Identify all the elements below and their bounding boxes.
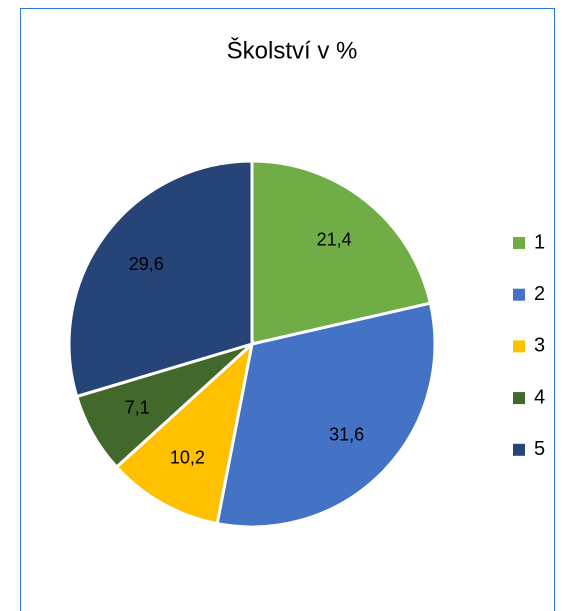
data-label: 7,1 <box>125 398 150 418</box>
data-label: 21,4 <box>317 230 352 250</box>
data-label: 29,6 <box>129 254 164 274</box>
legend-swatch <box>513 237 525 249</box>
pie-slice <box>67 159 254 399</box>
data-label: 10,2 <box>170 448 205 468</box>
legend-label: 2 <box>534 283 545 305</box>
legend-label: 1 <box>534 231 545 253</box>
legend-label: 3 <box>534 335 545 357</box>
legend-swatch <box>513 443 525 456</box>
chart-title: Školství v % <box>227 36 358 64</box>
legend-swatch <box>513 392 525 405</box>
pie-slice <box>114 339 255 526</box>
legend-swatch <box>513 288 525 301</box>
pie-slice <box>250 159 433 346</box>
data-label: 31,6 <box>329 424 364 444</box>
legend-label: 5 <box>534 438 545 460</box>
legend-swatch <box>513 340 525 353</box>
legend-label: 4 <box>534 386 545 408</box>
pie-slice <box>215 301 437 529</box>
